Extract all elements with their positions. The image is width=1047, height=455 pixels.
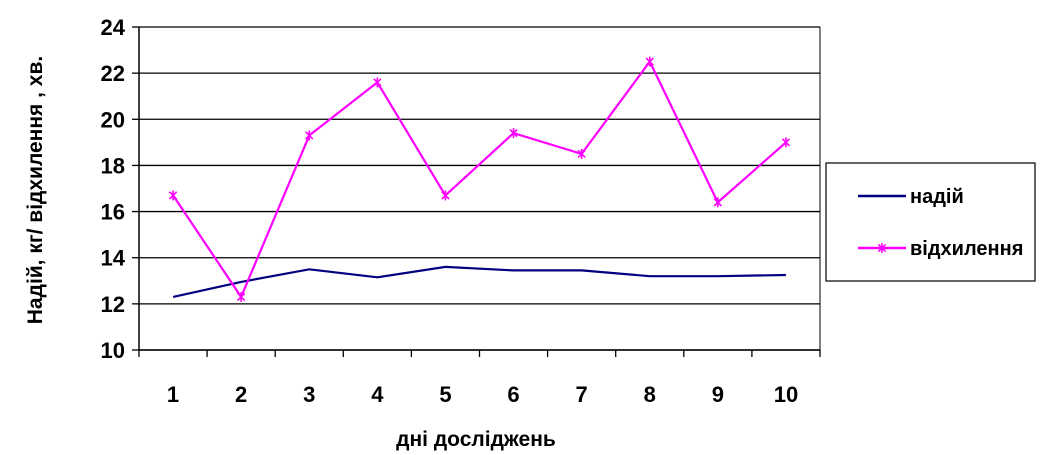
series-надій bbox=[172, 265, 786, 298]
legend-item-відхилення: відхилення bbox=[858, 238, 1023, 260]
data-point bbox=[509, 128, 518, 139]
series-line bbox=[172, 59, 787, 300]
y-tick-label: 22 bbox=[101, 61, 125, 86]
series bbox=[168, 56, 791, 302]
x-tick-label: 2 bbox=[235, 382, 247, 407]
x-tick-label: 5 bbox=[439, 382, 451, 407]
x-tick-label: 6 bbox=[507, 382, 519, 407]
y-tick-label: 20 bbox=[101, 107, 125, 132]
x-axis-title: дні досліджень bbox=[396, 428, 556, 451]
data-point bbox=[713, 197, 723, 208]
y-tick-label: 12 bbox=[101, 292, 125, 317]
x-tick-label: 10 bbox=[774, 382, 798, 407]
axes bbox=[132, 26, 821, 357]
x-tick-label: 4 bbox=[371, 382, 384, 407]
x-tick-label: 1 bbox=[167, 382, 179, 407]
x-tick-label: 3 bbox=[303, 382, 315, 407]
x-tick-label: 8 bbox=[644, 382, 656, 407]
x-tick-label: 7 bbox=[576, 382, 588, 407]
series-line bbox=[172, 265, 786, 298]
y-tick-label: 10 bbox=[101, 338, 125, 363]
legend-item-надій: надій bbox=[858, 186, 964, 208]
y-tick-label: 18 bbox=[101, 153, 125, 178]
data-point bbox=[236, 291, 246, 302]
data-point bbox=[441, 190, 450, 201]
legend: надій відхилення bbox=[825, 162, 1036, 282]
series-відхилення bbox=[168, 56, 791, 302]
x-tick-label: 9 bbox=[712, 382, 724, 407]
y-tick-label: 24 bbox=[101, 15, 126, 40]
data-point bbox=[305, 130, 314, 141]
legend-label: надій bbox=[910, 186, 964, 208]
y-tick-label: 16 bbox=[101, 200, 125, 225]
data-point bbox=[168, 190, 178, 201]
data-point bbox=[373, 77, 382, 88]
data-point bbox=[577, 148, 586, 159]
y-axis-title: Надій, кг/ відхилення , хв. bbox=[24, 56, 47, 324]
legend-label: відхилення bbox=[910, 238, 1023, 260]
data-point bbox=[645, 56, 654, 67]
legend-marker bbox=[877, 243, 887, 253]
data-point bbox=[781, 137, 791, 148]
y-tick-label: 14 bbox=[101, 246, 126, 271]
legend-box bbox=[825, 162, 1036, 282]
